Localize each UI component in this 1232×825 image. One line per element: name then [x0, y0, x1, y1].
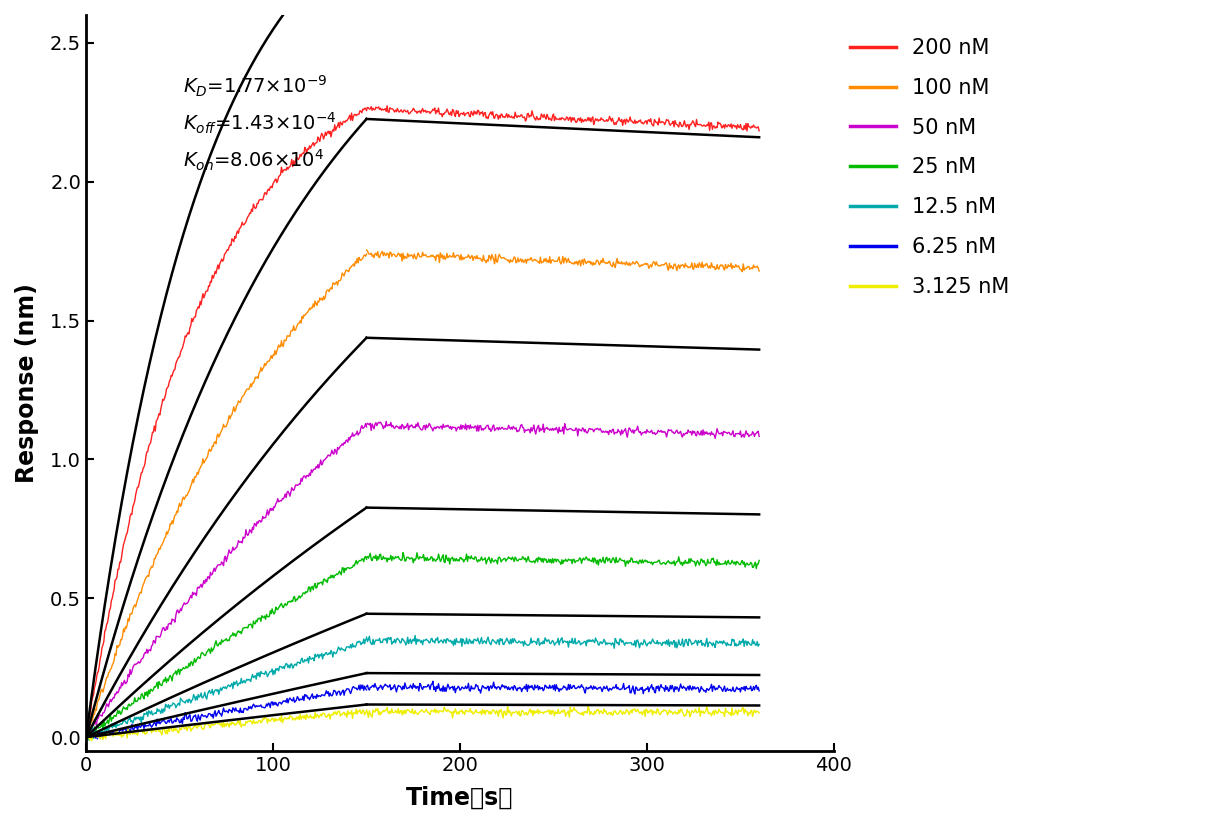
12.5 nM [340, 642, 355, 652]
50 nM [359, 418, 373, 428]
12.5 nM [81, 735, 96, 745]
50 nM [80, 732, 95, 742]
Line: 100 nM: 100 nM [86, 254, 367, 740]
50 nM [360, 422, 375, 431]
50 nM [340, 435, 355, 445]
3.125 nM [317, 709, 331, 719]
6.25 nM [90, 734, 105, 744]
12.5 nM [271, 666, 286, 676]
25 nM [79, 733, 94, 743]
25 nM [340, 563, 355, 573]
25 nM [192, 653, 207, 663]
6.25 nM [192, 715, 207, 725]
25 nM [317, 575, 331, 585]
3.125 nM [301, 712, 315, 722]
Line: 200 nM: 200 nM [86, 108, 367, 736]
3.125 nM [360, 706, 375, 716]
200 nM [79, 731, 94, 741]
200 nM [299, 148, 314, 158]
12.5 nM [202, 686, 217, 695]
100 nM [79, 735, 94, 745]
50 nM [271, 497, 286, 507]
12.5 nM [79, 733, 94, 742]
50 nM [317, 455, 331, 465]
100 nM [201, 446, 216, 456]
6.25 nM [79, 732, 94, 742]
Line: 25 nM: 25 nM [86, 557, 367, 739]
50 nM [79, 732, 94, 742]
Line: 3.125 nM: 3.125 nM [86, 710, 367, 741]
3.125 nM [349, 705, 363, 714]
50 nM [202, 574, 217, 584]
Line: 12.5 nM: 12.5 nM [86, 639, 367, 740]
200 nM [315, 130, 330, 139]
3.125 nM [271, 715, 286, 725]
3.125 nM [79, 731, 94, 741]
100 nM [270, 343, 285, 353]
6.25 nM [271, 698, 286, 708]
6.25 nM [340, 684, 355, 694]
200 nM [360, 106, 375, 116]
12.5 nM [360, 634, 375, 644]
Y-axis label: Response (nm): Response (nm) [15, 283, 39, 483]
50 nM [301, 470, 315, 480]
6.25 nM [360, 685, 375, 695]
3.125 nM [84, 736, 99, 746]
12.5 nM [317, 650, 331, 660]
200 nM [192, 303, 207, 313]
6.25 nM [354, 680, 368, 690]
200 nM [270, 176, 285, 186]
6.25 nM [301, 693, 315, 703]
3.125 nM [202, 722, 217, 732]
100 nM [192, 464, 207, 474]
200 nM [359, 103, 373, 113]
3.125 nM [340, 712, 355, 722]
6.25 nM [317, 691, 331, 700]
100 nM [299, 308, 314, 318]
25 nM [80, 734, 95, 744]
12.5 nM [301, 653, 315, 663]
12.5 nM [192, 691, 207, 701]
100 nM [360, 249, 375, 259]
Line: 50 nM: 50 nM [86, 423, 367, 737]
50 nM [192, 582, 207, 592]
3.125 nM [192, 719, 207, 729]
Line: 6.25 nM: 6.25 nM [86, 685, 367, 739]
25 nM [301, 587, 315, 596]
100 nM [339, 266, 354, 276]
25 nM [360, 554, 375, 564]
100 nM [315, 295, 330, 305]
6.25 nM [202, 709, 217, 719]
25 nM [271, 602, 286, 612]
X-axis label: Time（s）: Time（s） [407, 786, 514, 810]
Text: $K_D$=1.77×10$^{-9}$
$K_{off}$=1.43×10$^{-4}$
$K_{on}$=8.06×10$^{4}$: $K_D$=1.77×10$^{-9}$ $K_{off}$=1.43×10$^… [184, 74, 338, 173]
25 nM [202, 645, 217, 655]
200 nM [339, 116, 354, 125]
200 nM [201, 281, 216, 291]
25 nM [359, 552, 373, 562]
Legend: 200 nM, 100 nM, 50 nM, 25 nM, 12.5 nM, 6.25 nM, 3.125 nM: 200 nM, 100 nM, 50 nM, 25 nM, 12.5 nM, 6… [841, 30, 1018, 305]
